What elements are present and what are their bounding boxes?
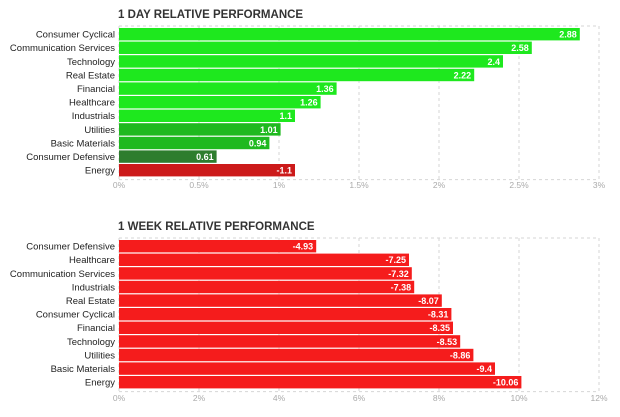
chart-1-value-label: -1.1: [276, 166, 292, 176]
chart-1-value-label: 2.22: [454, 70, 472, 80]
chart-1-category-label: Utilities: [84, 125, 115, 136]
chart-2-category-label: Healthcare: [69, 255, 115, 266]
chart-2-value-label: -8.07: [418, 296, 439, 306]
chart-2-value-label: -8.31: [428, 310, 449, 320]
chart-2-x-tick-label: 12%: [590, 393, 607, 403]
chart-2-title: 1 WEEK RELATIVE PERFORMANCE: [118, 221, 315, 233]
chart-1-category-label: Real Estate: [66, 70, 115, 81]
chart-2-value-label: -4.93: [293, 242, 314, 252]
chart-1-value-label: 2.88: [559, 30, 577, 40]
chart-2-bar[interactable]: [119, 253, 409, 266]
chart-1-bar[interactable]: [119, 136, 270, 150]
chart-1-category-label: Industrials: [72, 111, 116, 122]
chart-1-day-performance: 0% 0.5% 1% 1.5% 2% 2.5% 3% Consumer Cyclical 2.8…: [10, 25, 606, 190]
chart-2-bar[interactable]: [119, 362, 495, 375]
chart-2-value-label: -10.06: [493, 378, 519, 388]
chart-2-bar[interactable]: [119, 335, 461, 348]
chart-1-title: 1 DAY RELATIVE PERFORMANCE: [118, 9, 303, 21]
chart-2-bar[interactable]: [119, 348, 474, 362]
chart-2-category-label: Communication Services: [10, 269, 115, 280]
chart-1-value-label: 1.01: [260, 125, 278, 135]
chart-1-bar[interactable]: [119, 96, 321, 109]
chart-1-bar[interactable]: [119, 109, 295, 122]
chart-1-x-tick-label: 2.5%: [509, 180, 529, 190]
chart-1-bar[interactable]: [119, 150, 217, 163]
chart-1-bar[interactable]: [119, 123, 281, 136]
chart-1-bar[interactable]: [119, 28, 580, 41]
chart-1-bar[interactable]: [119, 55, 503, 68]
chart-2-bar[interactable]: [119, 267, 412, 280]
chart-2-category-label: Basic Materials: [51, 364, 116, 375]
chart-2-category-label: Industrials: [72, 282, 116, 293]
chart-2-category-label: Technology: [67, 337, 115, 348]
chart-1-value-label: 2.4: [487, 57, 500, 67]
chart-2-category-label: Consumer Defensive: [26, 242, 115, 253]
chart-2-category-label: Utilities: [84, 350, 115, 361]
chart-2-value-label: -8.53: [437, 337, 458, 347]
chart-2-category-label: Real Estate: [66, 296, 115, 307]
chart-2-bar[interactable]: [119, 376, 522, 389]
chart-2-x-tick-label: 10%: [510, 393, 527, 403]
chart-1-value-label: 0.61: [196, 152, 214, 162]
chart-1-category-label: Consumer Defensive: [26, 152, 115, 163]
chart-2-x-tick-label: 4%: [273, 393, 286, 403]
chart-1-week-performance: 0% 2% 4% 6% 8% 10% 12% Consumer Defensive -4.93 H…: [10, 237, 608, 403]
chart-1-category-label: Technology: [67, 57, 115, 68]
chart-1-value-label: 1.36: [316, 84, 334, 94]
chart-1-category-label: Basic Materials: [51, 138, 116, 149]
chart-1-bar[interactable]: [119, 41, 532, 54]
chart-1-category-label: Financial: [77, 84, 115, 95]
chart-2-x-tick-label: 6%: [353, 393, 366, 403]
chart-2-x-tick-label: 0%: [113, 393, 126, 403]
chart-2-bar[interactable]: [119, 321, 453, 334]
chart-1-x-tick-label: 1%: [273, 180, 286, 190]
chart-1-x-tick-label: 0.5%: [189, 180, 209, 190]
chart-2-x-tick-label: 2%: [193, 393, 206, 403]
chart-2-value-label: -8.35: [429, 323, 450, 333]
chart-1-bar[interactable]: [119, 68, 475, 82]
chart-1-x-tick-label: 1.5%: [349, 180, 369, 190]
chart-1-category-label: Consumer Cyclical: [36, 30, 115, 41]
chart-2-value-label: -7.38: [391, 282, 412, 292]
chart-2-value-label: -9.4: [476, 364, 492, 374]
chart-1-category-label: Healthcare: [69, 98, 115, 109]
chart-1-category-label: Communication Services: [10, 43, 115, 54]
chart-2-category-label: Energy: [85, 378, 115, 389]
chart-2-category-label: Consumer Cyclical: [36, 310, 115, 321]
chart-2-value-label: -7.32: [388, 269, 409, 279]
chart-1-x-tick-label: 2%: [433, 180, 446, 190]
chart-1-bar[interactable]: [119, 164, 295, 177]
chart-1-value-label: 1.1: [279, 111, 292, 121]
chart-1-bar[interactable]: [119, 82, 337, 95]
chart-2-bar[interactable]: [119, 308, 452, 321]
chart-2-x-tick-label: 8%: [433, 393, 446, 403]
chart-1-x-tick-label: 0%: [113, 180, 126, 190]
chart-2-bar[interactable]: [119, 240, 317, 253]
chart-2-category-label: Financial: [77, 323, 115, 334]
chart-1-category-label: Energy: [85, 166, 115, 177]
chart-2-value-label: -7.25: [385, 255, 406, 265]
chart-1-value-label: 2.58: [511, 43, 529, 53]
chart-1-value-label: 1.26: [300, 98, 318, 108]
chart-2-bar[interactable]: [119, 294, 442, 307]
chart-2-bar[interactable]: [119, 280, 415, 294]
chart-1-x-tick-label: 3%: [593, 180, 606, 190]
chart-2-value-label: -8.86: [450, 350, 471, 360]
chart-1-value-label: 0.94: [249, 138, 267, 148]
